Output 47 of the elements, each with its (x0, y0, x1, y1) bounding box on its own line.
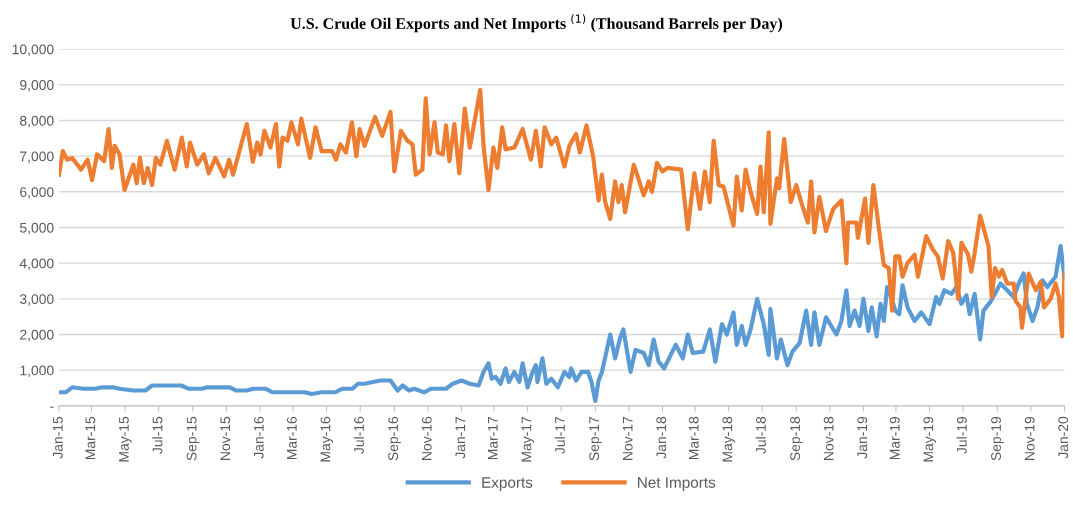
x-tick-label: Sep-16 (388, 416, 401, 461)
y-tick-label: - (50, 406, 54, 408)
y-tick-label: 3,000 (19, 294, 54, 306)
y-tick-label: 1,000 (20, 365, 54, 377)
x-tick-label: Mar-19 (889, 416, 900, 460)
x-tick-label: Mar-16 (286, 416, 297, 460)
x-tick-label: Sep-19 (991, 416, 1004, 461)
x-tick-label: Jan-19 (857, 416, 868, 459)
x-tick-label: Jan-17 (455, 416, 466, 459)
x-tick-label: Jan-18 (656, 416, 667, 459)
x-tick-label: Jul-16 (353, 416, 364, 454)
x-tick-label: May-15 (119, 416, 132, 462)
legend-label: Net Imports (638, 477, 716, 491)
x-tick-label: Sep-18 (790, 416, 803, 461)
y-tick-label: 8,000 (20, 115, 54, 128)
x-tick-label: May-18 (722, 416, 736, 462)
y-tick-label: 5,000 (19, 222, 54, 235)
x-tick-label: Nov-18 (823, 416, 834, 460)
x-tick-label: Mar-18 (688, 416, 699, 460)
x-tick-label: Jan-16 (253, 416, 264, 459)
x-tick-label: Jul-17 (554, 416, 565, 454)
x-tick-label: Jan-15 (53, 416, 63, 459)
line-series (59, 243, 1065, 403)
legend-label: Exports (482, 477, 533, 491)
x-tick-label: Jul-19 (956, 416, 967, 454)
x-tick-label: Jul-15 (152, 416, 163, 454)
y-tick-label: 4,000 (19, 258, 54, 270)
y-tick-label: 6,000 (20, 187, 54, 199)
x-tick-label: Sep-17 (589, 416, 602, 461)
x-tick-label: Mar-17 (488, 416, 498, 460)
x-tick-label: Nov-19 (1024, 416, 1035, 460)
x-tick-label: May-17 (521, 416, 535, 462)
x-tick-label: May-19 (923, 416, 936, 462)
line-series (59, 87, 1065, 339)
x-tick-label: Jan-20 (1058, 416, 1069, 459)
x-tick-label: Nov-15 (220, 416, 231, 460)
y-tick-label: 10,000 (12, 44, 54, 56)
x-tick-label: Sep-15 (186, 416, 200, 461)
y-tick-label: 9,000 (20, 80, 54, 92)
x-tick-label: Jul-18 (755, 416, 766, 454)
chart-title: U.S. Crude Oil Exports and Net Imports $^{(1)}$ (Thousand Barrels per Day) (290, 14, 783, 33)
y-tick-label: 2,000 (20, 329, 54, 342)
x-tick-label: Nov-16 (421, 416, 432, 460)
y-tick-label: 7,000 (20, 151, 54, 163)
x-tick-label: May-16 (320, 416, 334, 462)
x-tick-label: Nov-17 (622, 416, 633, 460)
x-tick-label: Mar-15 (85, 416, 96, 460)
